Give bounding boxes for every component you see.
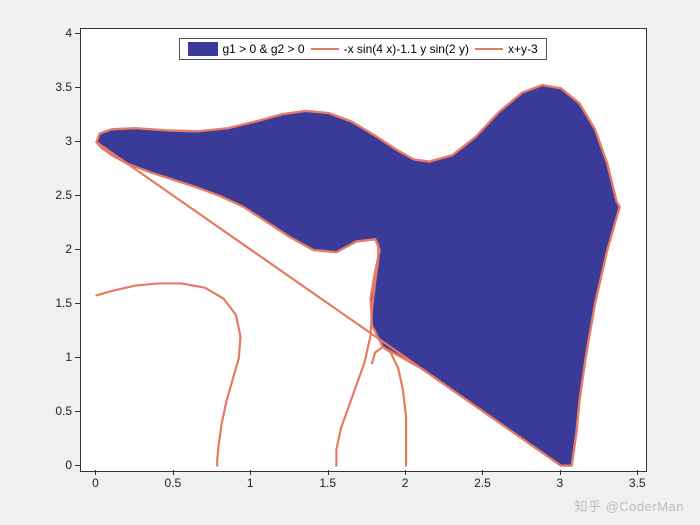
legend: g1 > 0 & g2 > 0 -x sin(4 x)-1.1 y sin(2 y… [179, 38, 547, 60]
y-tick-label: 1.5 [46, 296, 72, 310]
legend-label: g1 > 0 & g2 > 0 [223, 42, 305, 56]
y-tick-label: 1 [46, 350, 72, 364]
x-tick-mark [173, 470, 174, 475]
feasible-region [96, 85, 619, 466]
x-tick-mark [482, 470, 483, 475]
y-tick-label: 0.5 [46, 404, 72, 418]
watermark: 知乎 @CoderMan [574, 496, 684, 515]
legend-label: x+y-3 [508, 42, 538, 56]
x-tick-label: 0 [92, 476, 99, 490]
curve-g1-lobe-left [96, 283, 240, 465]
x-tick-label: 3.5 [629, 476, 646, 490]
x-tick-mark [328, 470, 329, 475]
plot-svg [81, 29, 646, 471]
x-tick-mark [637, 470, 638, 475]
legend-label: -x sin(4 x)-1.1 y sin(2 y) [344, 42, 469, 56]
x-tick-label: 1 [247, 476, 254, 490]
y-tick-label: 4 [46, 26, 72, 40]
y-tick-mark [75, 357, 80, 358]
curve-g1-lobe-right [372, 347, 406, 466]
y-tick-mark [75, 87, 80, 88]
legend-item: -x sin(4 x)-1.1 y sin(2 y) [311, 42, 469, 56]
figure-canvas: 0 0.5 1 1.5 2 2.5 3 3.5 0 0.5 1 1.5 2 2.5 3 3.5 4 g1 > 0… [0, 0, 700, 525]
x-tick-label: 2 [402, 476, 409, 490]
y-tick-label: 0 [46, 458, 72, 472]
legend-item: g1 > 0 & g2 > 0 [188, 42, 305, 56]
legend-patch-icon [188, 42, 218, 56]
y-tick-mark [75, 303, 80, 304]
x-tick-label: 3 [557, 476, 564, 490]
y-tick-label: 3 [46, 134, 72, 148]
y-tick-label: 2.5 [46, 188, 72, 202]
x-tick-label: 1.5 [319, 476, 336, 490]
y-tick-mark [75, 465, 80, 466]
y-tick-mark [75, 249, 80, 250]
y-tick-mark [75, 141, 80, 142]
x-tick-label: 0.5 [165, 476, 182, 490]
y-tick-label: 3.5 [46, 80, 72, 94]
plot-area [80, 28, 647, 472]
y-tick-mark [75, 33, 80, 34]
x-tick-mark [405, 470, 406, 475]
x-tick-label: 2.5 [474, 476, 491, 490]
legend-item: x+y-3 [475, 42, 538, 56]
x-tick-mark [95, 470, 96, 475]
legend-line-icon [311, 48, 339, 50]
x-tick-mark [560, 470, 561, 475]
x-tick-mark [250, 470, 251, 475]
legend-line-icon [475, 48, 503, 50]
y-tick-mark [75, 195, 80, 196]
y-tick-mark [75, 411, 80, 412]
y-tick-label: 2 [46, 242, 72, 256]
